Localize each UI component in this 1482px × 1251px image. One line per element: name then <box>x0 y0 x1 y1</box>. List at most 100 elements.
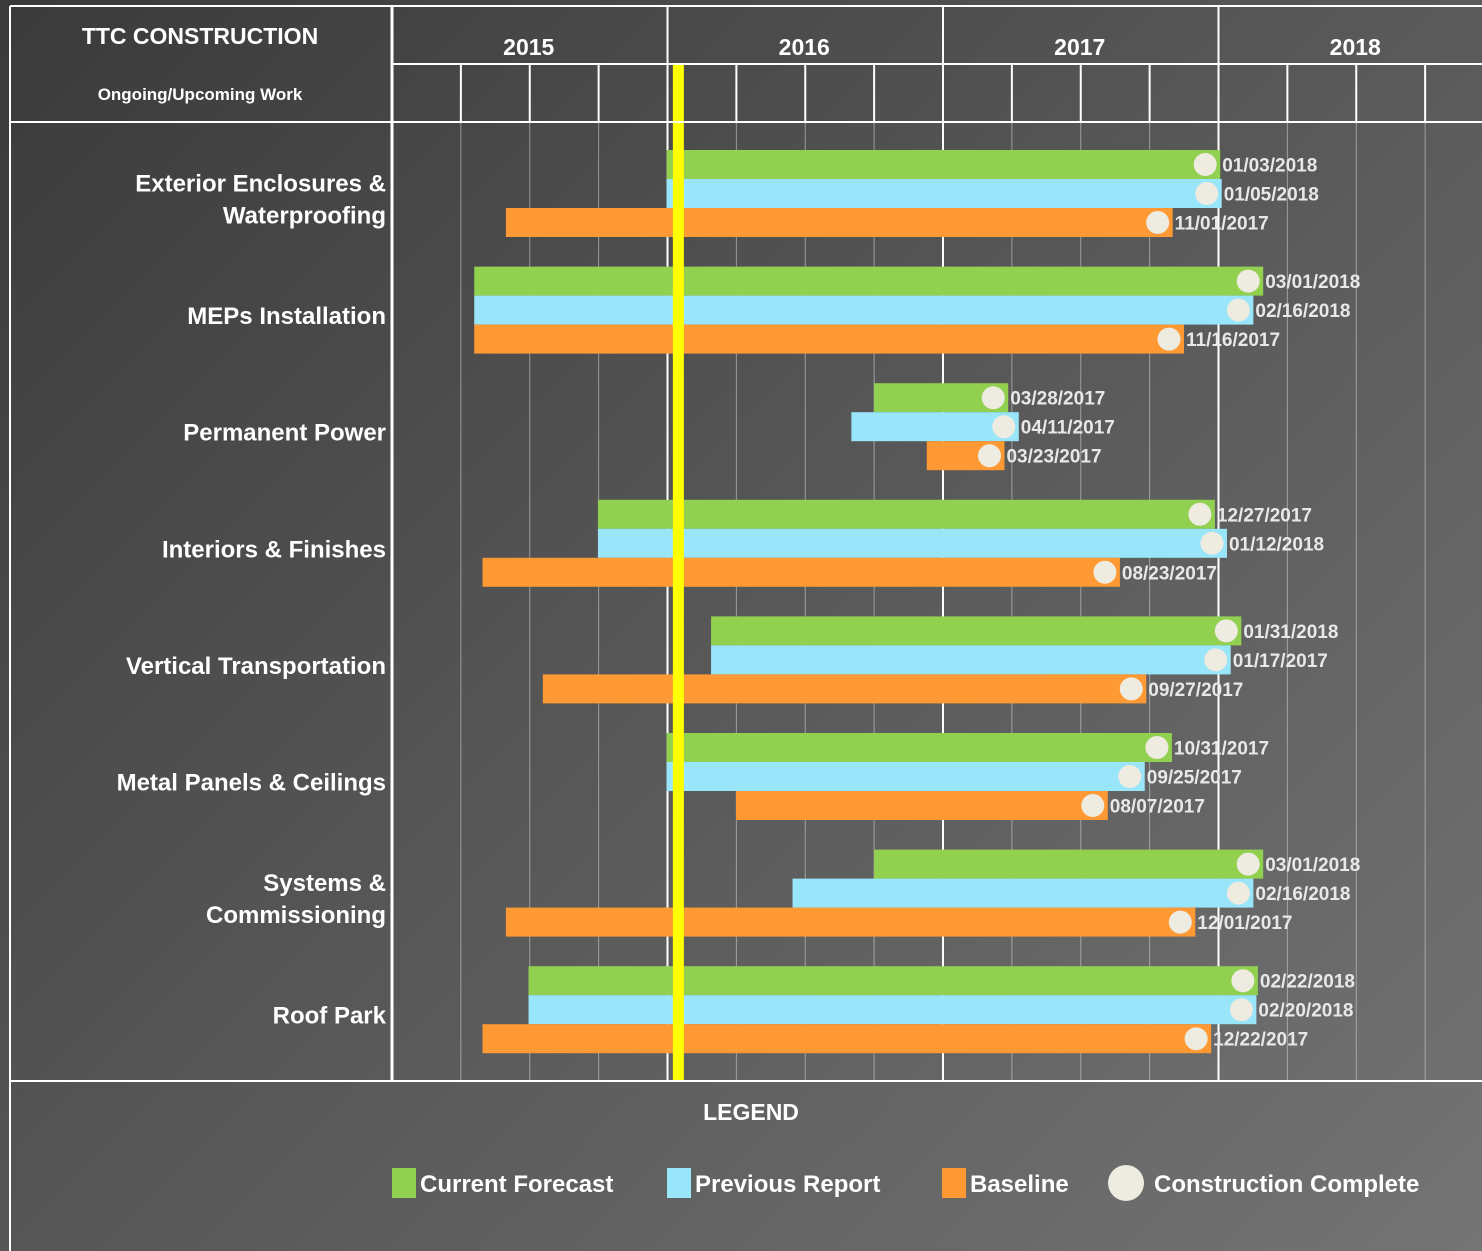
frame-lines <box>9 5 1482 1251</box>
baseline-bar <box>735 791 1108 820</box>
legend-item: Baseline <box>942 1168 1069 1198</box>
baseline-bar <box>505 907 1196 937</box>
bars <box>474 150 1264 1054</box>
task-label: Waterproofing <box>223 203 386 230</box>
chart-title: TTC CONSTRUCTION <box>82 23 318 49</box>
legend-label: Current Forecast <box>420 1171 613 1198</box>
current-bar <box>528 966 1258 996</box>
current-date-label: 02/22/2018 <box>1260 972 1355 993</box>
task-label: Systems & <box>263 870 386 897</box>
construction-complete-marker <box>1214 619 1238 643</box>
baseline-bar <box>474 324 1184 354</box>
previous-date-label: 09/25/2017 <box>1147 768 1242 789</box>
construction-complete-marker <box>1168 910 1192 934</box>
legend: Current Forecast Previous Report Baseline C… <box>392 1165 1419 1201</box>
year-labels: 2015 2016 2017 2018 <box>503 34 1381 60</box>
baseline-date-label: 11/16/2017 <box>1186 330 1280 351</box>
current-bar <box>873 849 1264 879</box>
task-label: Interiors & Finishes <box>162 536 386 563</box>
baseline-bar <box>482 1024 1212 1054</box>
previous-bar <box>711 645 1231 675</box>
current-date-label: 03/01/2018 <box>1265 855 1360 876</box>
task-label: Permanent Power <box>183 420 386 447</box>
construction-complete-marker <box>992 415 1016 439</box>
legend-label: Construction Complete <box>1154 1171 1419 1198</box>
task-label: Commissioning <box>206 902 386 929</box>
year-label: 2016 <box>779 34 830 60</box>
construction-complete-marker <box>1157 327 1181 351</box>
baseline-date-label: 09/27/2017 <box>1148 680 1243 701</box>
current-bar <box>474 266 1264 296</box>
today-marker <box>672 64 684 1081</box>
baseline-date-label: 08/23/2017 <box>1122 563 1217 584</box>
previous-date-label: 01/12/2018 <box>1229 534 1324 555</box>
construction-complete-marker <box>1081 794 1105 817</box>
current-date-label: 10/31/2017 <box>1174 739 1269 760</box>
legend-item: Previous Report <box>667 1168 880 1198</box>
baseline-bar <box>542 674 1147 704</box>
construction-complete-marker <box>1184 1027 1208 1051</box>
baseline-date-label: 12/01/2017 <box>1197 913 1292 934</box>
construction-complete-marker <box>977 444 1001 468</box>
construction-complete-marker <box>1093 560 1117 584</box>
construction-complete-marker <box>1188 502 1212 526</box>
previous-bar <box>792 878 1254 908</box>
task-label: Vertical Transportation <box>126 653 386 680</box>
current-bar <box>711 616 1242 646</box>
previous-bar <box>474 295 1254 325</box>
completion-markers: 01/03/2018 01/05/2018 11/01/2017 03/01/2018… <box>977 153 1360 1051</box>
task-label: MEPs Installation <box>187 303 386 330</box>
legend-item: Current Forecast <box>392 1168 613 1198</box>
baseline-date-label: 03/23/2017 <box>1006 447 1101 468</box>
construction-complete-marker <box>1195 182 1219 205</box>
baseline-bar <box>482 557 1120 587</box>
current-bar <box>666 733 1172 762</box>
year-label: 2015 <box>503 34 554 60</box>
construction-complete-marker <box>1204 648 1228 672</box>
current-bar <box>597 499 1215 529</box>
today-line <box>672 64 684 1081</box>
legend-swatch <box>942 1168 966 1198</box>
construction-complete-marker <box>1229 998 1253 1022</box>
baseline-date-label: 11/01/2017 <box>1175 214 1269 235</box>
baseline-date-label: 08/07/2017 <box>1110 797 1205 818</box>
legend-swatch <box>392 1168 416 1198</box>
year-label: 2017 <box>1054 34 1105 60</box>
construction-complete-marker <box>1145 736 1169 759</box>
construction-complete-marker <box>1226 881 1250 905</box>
construction-complete-marker <box>1226 298 1250 322</box>
previous-date-label: 04/11/2017 <box>1021 418 1115 439</box>
legend-label: Baseline <box>970 1171 1069 1198</box>
previous-bar <box>666 762 1145 791</box>
current-bar <box>666 150 1221 179</box>
baseline-date-label: 12/22/2017 <box>1213 1030 1308 1051</box>
construction-complete-marker <box>1193 153 1217 176</box>
construction-complete-marker <box>1119 677 1143 701</box>
current-date-label: 01/03/2018 <box>1222 156 1317 177</box>
previous-date-label: 02/20/2018 <box>1258 1001 1353 1022</box>
legend-item: Construction Complete <box>1108 1165 1419 1201</box>
construction-complete-marker <box>981 386 1005 410</box>
construction-complete-marker <box>1146 211 1170 234</box>
year-label: 2018 <box>1330 34 1381 60</box>
current-date-label: 12/27/2017 <box>1217 505 1312 526</box>
legend-swatch-circle <box>1108 1165 1144 1201</box>
previous-date-label: 01/05/2018 <box>1224 185 1319 206</box>
construction-complete-marker <box>1231 969 1255 993</box>
construction-complete-marker <box>1118 765 1142 788</box>
baseline-bar <box>505 208 1173 237</box>
construction-complete-marker <box>1236 269 1260 293</box>
previous-bar <box>528 995 1257 1025</box>
task-label: Roof Park <box>273 1003 387 1030</box>
construction-complete-marker <box>1200 531 1224 555</box>
previous-bar <box>597 528 1227 558</box>
previous-bar <box>666 179 1222 208</box>
construction-complete-marker <box>1236 852 1260 876</box>
task-label: Metal Panels & Ceilings <box>117 770 386 797</box>
current-date-label: 03/01/2018 <box>1265 272 1360 293</box>
previous-date-label: 02/16/2018 <box>1255 884 1350 905</box>
legend-swatch <box>667 1168 691 1198</box>
previous-date-label: 01/17/2017 <box>1233 651 1328 672</box>
legend-label: Previous Report <box>695 1171 880 1198</box>
previous-date-label: 02/16/2018 <box>1255 301 1350 322</box>
